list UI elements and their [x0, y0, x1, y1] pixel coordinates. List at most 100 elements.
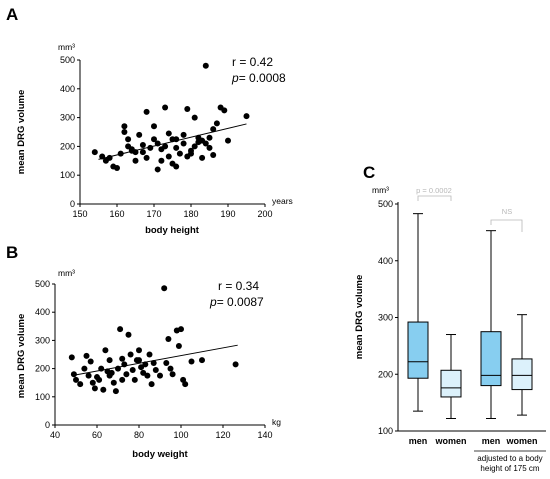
data-point — [127, 351, 134, 358]
data-point — [176, 150, 183, 157]
data-point — [136, 357, 142, 364]
iqr-box — [511, 358, 533, 391]
panel-b-p-number: = 0.0087 — [217, 295, 264, 309]
data-point — [202, 62, 209, 69]
iqr-box — [407, 321, 429, 379]
data-point — [89, 379, 96, 386]
data-point — [232, 361, 239, 368]
panel-a-x-ticks: 150 160 170 180 190 200 — [72, 204, 273, 219]
category-label: men — [409, 436, 428, 446]
category-label: men — [482, 436, 501, 446]
data-point — [83, 352, 90, 359]
y-tick-label: 400 — [60, 84, 75, 94]
data-point — [119, 355, 126, 362]
data-point — [162, 104, 169, 111]
data-point — [206, 144, 213, 151]
panel-c-boxes — [407, 213, 533, 420]
iqr-box — [440, 369, 462, 398]
data-point — [206, 134, 213, 141]
panel-b-y-unit: mm³ — [58, 268, 75, 278]
data-point — [148, 381, 155, 388]
y-tick-label: 100 — [60, 170, 75, 180]
data-point — [199, 357, 205, 364]
panel-b-x-ticks: 40 60 80 100 120 140 — [50, 425, 273, 440]
data-point — [112, 388, 119, 395]
x-tick-label: 160 — [109, 209, 124, 219]
data-point — [162, 143, 169, 150]
data-point — [210, 152, 217, 159]
y-tick-label: 500 — [60, 55, 75, 65]
data-point — [188, 150, 194, 157]
data-point — [213, 120, 220, 127]
data-point — [117, 326, 124, 333]
box-4 — [511, 314, 533, 416]
y-tick-label: 500 — [35, 279, 50, 289]
y-tick-label: 300 — [60, 113, 75, 123]
x-tick-label: 60 — [92, 430, 102, 440]
panel-a-p-value: p= 0.0008 — [231, 71, 286, 85]
y-tick-label: 300 — [35, 335, 50, 345]
panel-b: B mm³ 0 100 200 300 400 500 40 60 80 100 120 140 m… — [6, 243, 281, 460]
data-point — [123, 371, 130, 378]
data-point — [221, 107, 228, 114]
y-tick-label: 200 — [60, 141, 75, 151]
data-point — [199, 154, 206, 161]
data-point — [136, 347, 142, 354]
data-point — [136, 131, 143, 138]
data-point — [129, 367, 136, 374]
x-tick-label: 100 — [173, 430, 188, 440]
x-tick-label: 120 — [215, 430, 230, 440]
data-point — [91, 385, 98, 392]
data-point — [125, 331, 132, 338]
data-point — [180, 131, 187, 138]
panel-b-r-value: r = 0.34 — [218, 279, 259, 293]
y-tick-label: 400 — [35, 307, 50, 317]
data-point — [91, 149, 98, 156]
data-point — [161, 285, 168, 292]
data-point — [131, 376, 138, 383]
data-point — [151, 123, 157, 130]
x-tick-label: 40 — [50, 430, 60, 440]
panel-c-y-title: mean DRG volume — [354, 275, 365, 359]
data-point — [114, 165, 120, 171]
data-point — [173, 144, 180, 151]
category-label: women — [505, 436, 537, 446]
y-tick-label: 200 — [378, 369, 393, 379]
data-point — [210, 126, 217, 133]
x-tick-label: 150 — [72, 209, 87, 219]
data-point — [163, 359, 170, 366]
data-point — [106, 357, 113, 364]
y-tick-label: 0 — [45, 420, 50, 430]
panel-c-comparison-2: NS — [502, 207, 512, 216]
data-point — [73, 376, 79, 383]
data-point — [132, 157, 139, 164]
data-point — [150, 359, 157, 366]
data-point — [225, 137, 231, 144]
data-point — [167, 365, 174, 372]
panel-a-regression-line — [98, 123, 247, 160]
panel-c-comparison-1: p = 0.0002 — [416, 186, 452, 195]
data-point — [143, 108, 150, 115]
panel-c: C mm³ 100 200 300 400 500 mean DRG volume me… — [354, 163, 546, 473]
panel-a-y-unit: mm³ — [58, 42, 75, 52]
panel-a-r-value: r = 0.42 — [232, 55, 273, 69]
y-tick-label: 400 — [378, 256, 393, 266]
data-point — [85, 372, 92, 379]
panel-a-letter: A — [6, 5, 18, 24]
y-tick-label: 300 — [378, 313, 393, 323]
data-point — [243, 113, 250, 120]
panel-a-y-title: mean DRG volume — [16, 90, 27, 174]
x-tick-label: 170 — [146, 209, 161, 219]
panel-b-p-value: p= 0.0087 — [209, 295, 264, 309]
panel-a-p-symbol: p — [231, 71, 239, 85]
y-tick-label: 100 — [35, 392, 50, 402]
data-point — [191, 143, 198, 150]
data-point — [143, 154, 150, 161]
data-point — [121, 123, 128, 130]
data-point — [144, 372, 151, 379]
panel-b-x-unit: kg — [272, 417, 281, 427]
data-point — [110, 379, 117, 386]
data-point — [188, 358, 195, 365]
data-point — [151, 136, 157, 143]
